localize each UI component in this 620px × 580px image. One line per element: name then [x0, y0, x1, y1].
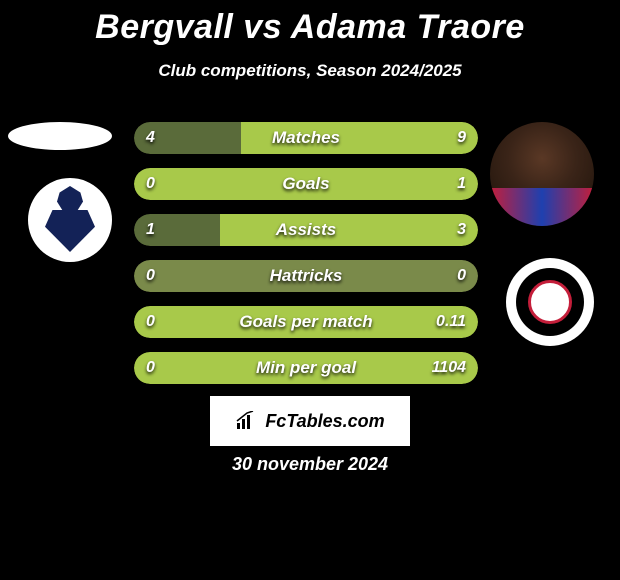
stats-container: 49Matches 01Goals 13Assists 00Hattricks 00.1… [134, 122, 478, 398]
stat-bar: 00Hattricks [134, 260, 478, 292]
stat-bar: 01104Min per goal [134, 352, 478, 384]
club-badge-left [28, 178, 112, 262]
stat-label: Goals [134, 168, 478, 200]
stat-label: Matches [134, 122, 478, 154]
player-right-face [490, 122, 594, 226]
stat-label: Assists [134, 214, 478, 246]
stat-bar: 00.11Goals per match [134, 306, 478, 338]
player-left-photo-placeholder [8, 122, 112, 150]
footer-brand[interactable]: FcTables.com [210, 396, 410, 446]
club-badge-right [506, 258, 594, 346]
page-subtitle: Club competitions, Season 2024/2025 [0, 61, 620, 81]
footer-brand-text: FcTables.com [265, 411, 384, 432]
stat-label: Goals per match [134, 306, 478, 338]
player-right-photo [490, 122, 594, 226]
stat-bar: 13Assists [134, 214, 478, 246]
page-title: Bergvall vs Adama Traore [0, 0, 620, 47]
footer-date: 30 november 2024 [0, 454, 620, 475]
stat-label: Min per goal [134, 352, 478, 384]
stat-label: Hattricks [134, 260, 478, 292]
stat-bar: 49Matches [134, 122, 478, 154]
chart-icon [235, 411, 259, 431]
stat-bar: 01Goals [134, 168, 478, 200]
